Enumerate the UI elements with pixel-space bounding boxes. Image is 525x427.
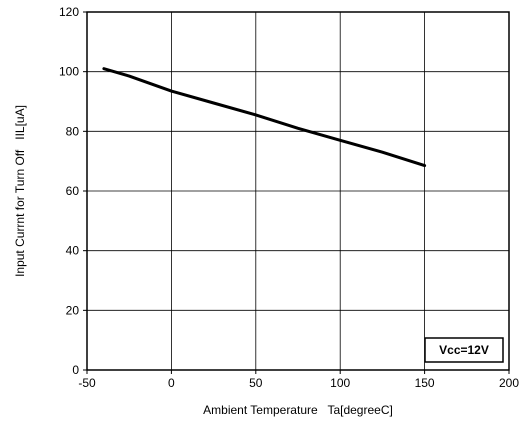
y-tick-label: 80	[66, 124, 80, 138]
tick-marks	[83, 11, 510, 374]
y-tick-label: 100	[59, 65, 79, 79]
x-tick-labels: -50 0 50 100 150 200	[78, 376, 519, 390]
x-tick-label: 150	[415, 376, 435, 390]
series-group	[102, 67, 427, 168]
y-tick-label: 60	[66, 184, 80, 198]
y-tick-label: 20	[66, 303, 80, 317]
y-tick-label: 120	[59, 5, 79, 19]
annotation-label: Vcc=12V	[439, 343, 489, 357]
series-line	[102, 67, 427, 168]
y-tick-label: 40	[66, 244, 80, 258]
annotation-frame	[424, 337, 504, 363]
x-tick-label: 50	[249, 376, 263, 390]
x-tick-label: 200	[499, 376, 519, 390]
annotation-box: Vcc=12V	[424, 337, 504, 363]
grid	[87, 12, 509, 370]
x-axis-label: Ambient Temperature Ta[degreeC]	[203, 403, 393, 417]
y-axis-label: Input Currnt for Turn Off IIL[uA]	[13, 105, 27, 277]
x-tick-label: 0	[168, 376, 175, 390]
y-tick-label: 0	[72, 363, 79, 377]
x-tick-label: 100	[330, 376, 350, 390]
x-tick-label: -50	[78, 376, 96, 390]
y-tick-labels: 0 20 40 60 80 100 120	[59, 5, 79, 377]
